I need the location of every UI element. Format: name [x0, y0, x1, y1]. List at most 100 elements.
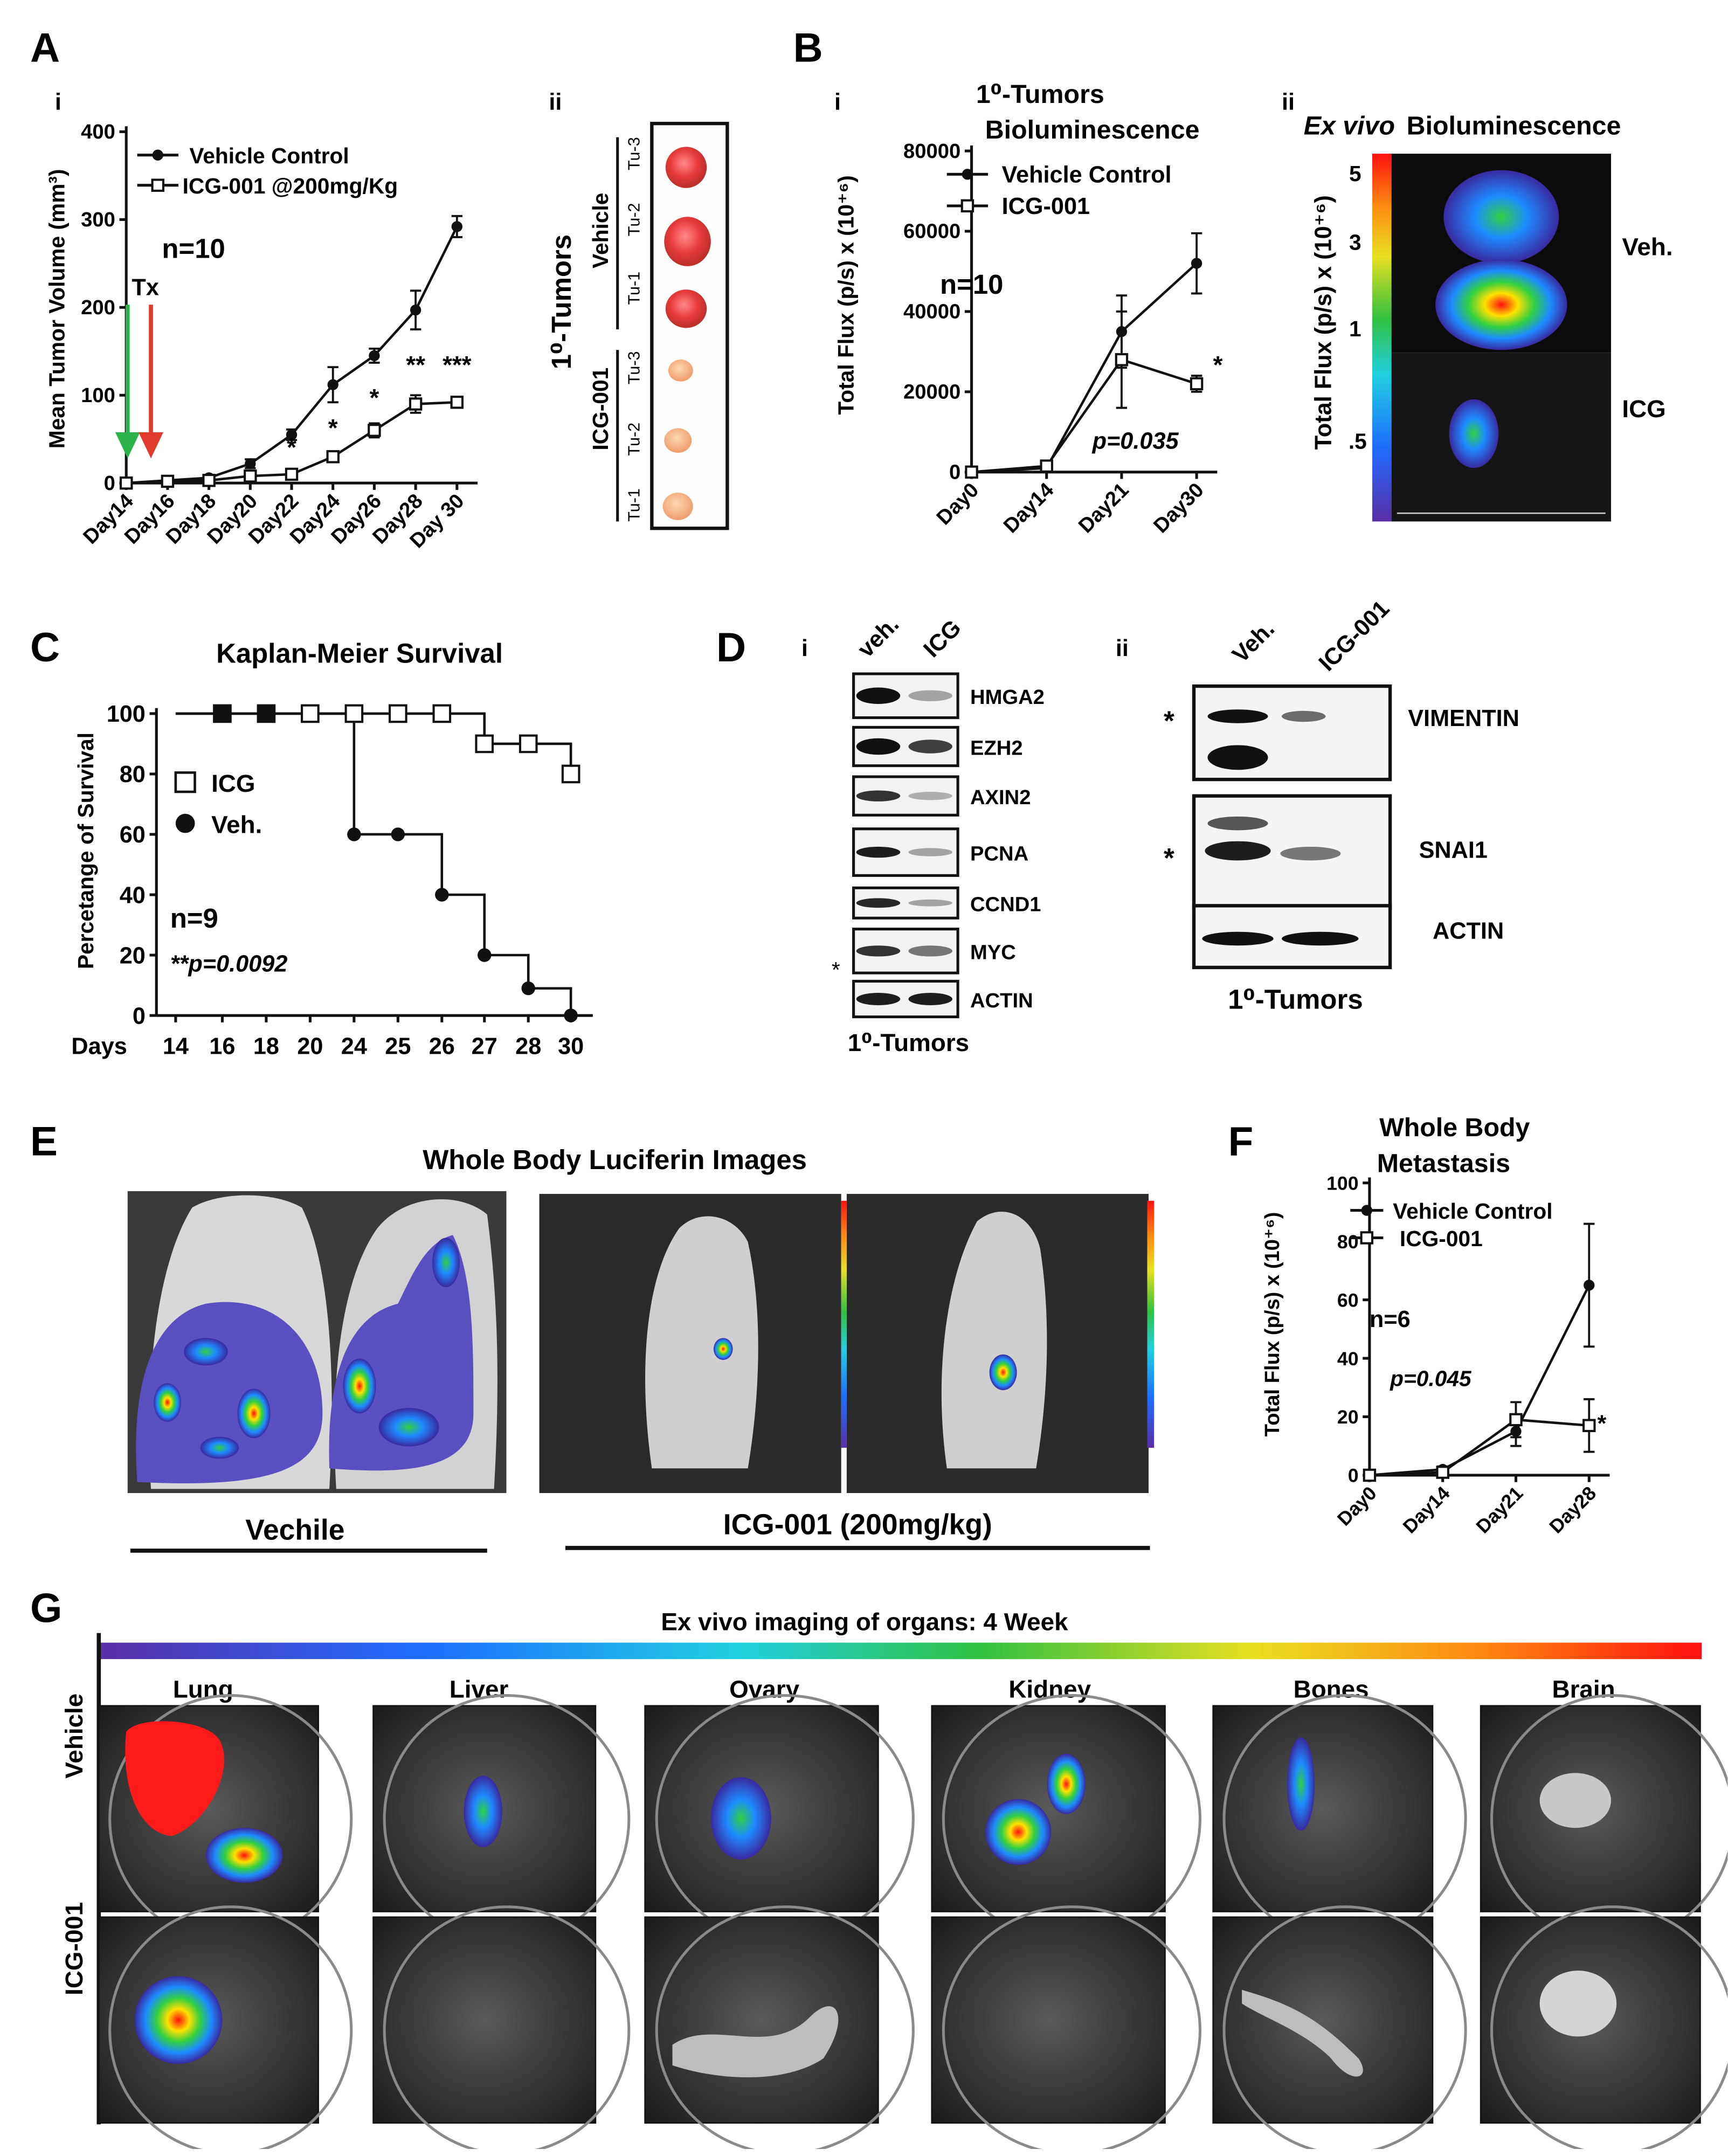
y-tick-label: 20000 — [903, 381, 960, 404]
legend-label: ICG-001 @200mg/Kg — [183, 174, 398, 198]
panel-E-title: Whole Body Luciferin Images — [423, 1144, 807, 1175]
scale-tick: 5 — [1349, 161, 1361, 186]
legend-marker — [152, 149, 163, 161]
survival-marker — [478, 948, 492, 962]
lane-label-veh-2: Veh. — [1227, 616, 1280, 668]
legend-marker — [175, 813, 195, 833]
data-point — [1584, 1280, 1595, 1291]
significance-mark: * — [369, 384, 379, 412]
panel-F-title-line2: Metastasis — [1377, 1149, 1510, 1178]
blot-band — [1281, 710, 1326, 722]
chart-B-i: 0 20000 40000 60000 80000 Day0 Day14 Day21 Day30… — [834, 140, 1223, 538]
legend-label: ICG-001 — [1002, 194, 1090, 219]
data-point — [450, 396, 464, 409]
icg-group-E: ICG-001 (200mg/kg) — [723, 1509, 992, 1540]
protein-label: ACTIN — [970, 989, 1033, 1012]
p-value: p=0.035 — [1092, 429, 1179, 454]
lung-signal-vehicle-2 — [205, 1828, 283, 1883]
organ-label: Kidney — [1008, 1675, 1091, 1703]
legend-marker — [151, 178, 165, 192]
y-tick-label: 80000 — [903, 140, 960, 163]
y-tick-label: 0 — [949, 461, 960, 484]
tumor-icg-2 — [664, 428, 692, 453]
vehicle-mouse1-signal — [136, 1302, 323, 1484]
ovary-signal — [710, 1777, 771, 1860]
x-tick-label: Day0 — [1333, 1482, 1381, 1530]
y-tick-label: 40 — [120, 882, 146, 908]
legend-marker — [174, 771, 196, 793]
y-tick-label: 80 — [120, 762, 146, 787]
data-point — [368, 424, 381, 437]
y-tick-label: 100 — [107, 701, 146, 727]
blot-band — [1207, 816, 1268, 831]
legend-label: ICG — [211, 770, 255, 797]
data-point — [1115, 353, 1129, 367]
row-label-icg: ICG-001 — [60, 1902, 88, 1995]
series-line-0 — [1369, 1284, 1591, 1477]
data-point — [286, 429, 298, 440]
y-tick-label: 0 — [104, 472, 115, 495]
panel-C-letter: C — [30, 625, 60, 671]
tumor-vehicle-1 — [665, 289, 707, 328]
tumor-label: Tu-2 — [625, 423, 643, 456]
significance-mark: * — [1598, 1411, 1607, 1436]
y-tick-label: 20 — [120, 943, 146, 969]
panel-D-i-label: i — [801, 635, 808, 661]
organ-label: Ovary — [729, 1675, 799, 1703]
x-tick-label: 26 — [429, 1033, 455, 1059]
blots-D-i: HMGA2 EZH2 AXIN2 PCNA CCND1 MYC ACTIN — [852, 672, 1045, 1019]
data-point — [451, 221, 463, 232]
x-tick-label: Day14 — [999, 478, 1058, 537]
x-tick-label: Day0 — [932, 478, 983, 529]
blot-band — [856, 898, 901, 908]
lung-signal-vehicle — [125, 1721, 224, 1836]
veh-signal-upper — [1443, 170, 1559, 264]
D-ii-caption: 1⁰-Tumors — [1228, 984, 1363, 1014]
lung-signal-icg — [134, 1976, 223, 2064]
tx-label: Tx — [132, 274, 159, 300]
data-point — [1582, 1419, 1596, 1432]
data-point — [245, 458, 256, 469]
blot-band — [908, 945, 952, 957]
protein-label: AXIN2 — [970, 786, 1031, 809]
survival-marker — [347, 827, 361, 841]
panel-D-ii-label: ii — [1116, 635, 1129, 661]
y-tick-label: 400 — [81, 120, 115, 143]
protein-label: ACTIN — [1433, 918, 1504, 944]
survival-marker — [432, 704, 452, 723]
x-tick-label: 16 — [209, 1033, 235, 1059]
blot-band — [1207, 745, 1268, 770]
panel-E-letter: E — [30, 1119, 58, 1165]
tumor-icg-1 — [662, 493, 693, 520]
chart-C: 0 20 40 60 80 100 14 16 18 20 24 25 26 27 28 30 Days Perc… — [71, 701, 593, 1059]
exvivo-row-icg: ICG — [1622, 395, 1665, 423]
x-tick-label: 24 — [341, 1033, 367, 1059]
data-point — [161, 474, 175, 488]
blot-band — [908, 792, 952, 800]
significance-mark: *** — [443, 351, 472, 379]
significance-mark: * — [328, 414, 338, 442]
series-line-1 — [971, 358, 1197, 474]
survival-marker — [213, 704, 232, 723]
data-point — [244, 469, 257, 483]
data-point — [410, 305, 421, 316]
panel-F-letter: F — [1228, 1119, 1254, 1165]
blot-band — [1207, 709, 1268, 723]
organ-grid: Lung Liver Ovary Kidney Bones Brain — [98, 1675, 1728, 2155]
exvivo-colorbar — [1372, 154, 1392, 522]
data-point — [1190, 377, 1204, 391]
data-point — [409, 397, 423, 411]
survival-marker — [391, 827, 405, 841]
blot-band — [856, 738, 901, 755]
y-tick-label: 40000 — [903, 300, 960, 323]
y-tick-label: 0 — [1348, 1465, 1359, 1487]
blot-band — [1281, 931, 1359, 946]
blot-band — [908, 690, 952, 702]
bones-tissue-icg — [1242, 1989, 1363, 2077]
panel-A-i-label: i — [55, 89, 61, 115]
survival-marker — [475, 734, 494, 754]
y-tick-label: 300 — [81, 208, 115, 231]
scale-tick: 3 — [1349, 230, 1361, 254]
x-tick-label: 14 — [163, 1033, 189, 1059]
survival-marker — [564, 1008, 578, 1022]
